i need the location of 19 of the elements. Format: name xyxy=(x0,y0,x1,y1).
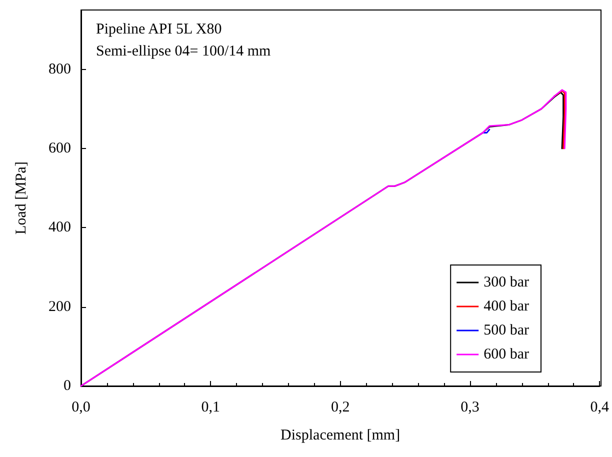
legend-label: 400 bar xyxy=(484,298,530,314)
legend-label: 600 bar xyxy=(484,346,530,362)
y-tick-label: 200 xyxy=(48,298,71,315)
x-tick-label: 0,3 xyxy=(460,400,480,416)
y-tick-label: 600 xyxy=(48,140,71,157)
x-tick-label: 0,4 xyxy=(590,400,610,416)
x-axis-title: Displacement [mm] xyxy=(280,428,400,444)
y-tick-label: 800 xyxy=(48,61,71,78)
line-series xyxy=(553,90,566,150)
y-tick-label: 0 xyxy=(64,378,71,394)
x-tick-label: 0,2 xyxy=(330,400,350,416)
legend-label: 500 bar xyxy=(484,322,530,338)
annotation: Semi-ellipse 04= 100/14 mm xyxy=(96,44,272,60)
x-tick-label: 0,1 xyxy=(201,400,220,416)
y-tick-label: 400 xyxy=(48,220,71,236)
x-tick-label: 0,0 xyxy=(72,400,90,416)
legend-label: 300 bar xyxy=(484,274,530,290)
y-axis-title: Load [MPa] xyxy=(14,162,30,234)
annotation: Pipeline API 5L X80 xyxy=(96,22,222,38)
